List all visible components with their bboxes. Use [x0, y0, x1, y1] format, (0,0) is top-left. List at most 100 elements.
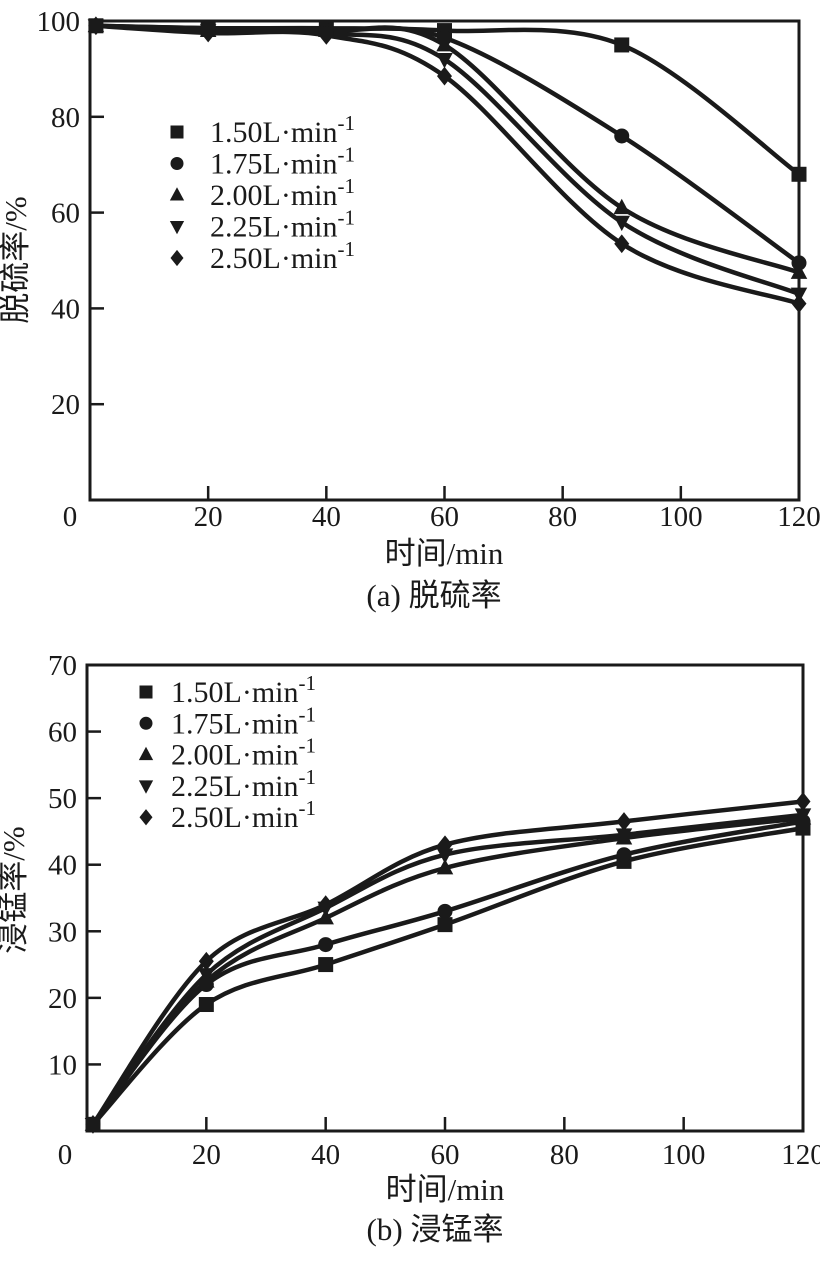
marker-triangle-down: [198, 968, 215, 984]
y-tick-label: 80: [51, 102, 80, 134]
y-tick-label: 40: [48, 850, 77, 882]
x-tick-label: 20: [194, 501, 223, 533]
legend-label: 2.50L·min-1: [171, 796, 316, 834]
marker-square: [791, 166, 807, 182]
x-tick-label: 60: [430, 501, 459, 533]
legend-label: 2.50L·min-1: [210, 237, 355, 275]
legend-label: 1.50L·min-1: [171, 671, 316, 709]
marker-diamond: [88, 16, 104, 36]
legend-label: 1.75L·min-1: [171, 702, 316, 740]
marker-triangle-up: [436, 35, 453, 52]
legend: 1.50L·min-11.75L·min-12.00L·min-12.25L·m…: [169, 111, 355, 275]
y-tick-label: 70: [48, 650, 77, 682]
marker-triangle-down: [436, 52, 453, 69]
marker-circle: [170, 157, 184, 170]
marker-circle: [614, 128, 630, 144]
chart-a-plot-area: 20 40 60 80 100 120 0 20 40 60 80 100 1.50L·min-11.7…: [37, 6, 820, 533]
legend-label: 2.25L·min-1: [210, 206, 355, 244]
y-tick-label: 20: [48, 983, 77, 1015]
origin-tick-label: 0: [58, 1139, 73, 1171]
marker-circle: [139, 716, 153, 730]
series-markers-4: [85, 792, 811, 1134]
marker-circle: [437, 903, 453, 919]
chart-a-caption: (a) 脱硫率: [366, 578, 501, 613]
marker-square: [170, 125, 184, 139]
series-curve-0: [90, 825, 806, 1127]
figure-panel-a: 20 40 60 80 100 120 0 20 40 60 80 100 1.50L·min-1 1.7…: [0, 0, 820, 635]
chart-b-xaxis-title: 时间/min: [386, 1172, 505, 1207]
y-tick-label: 30: [48, 916, 77, 948]
marker-square: [198, 997, 214, 1013]
x-tick-label: 80: [550, 1139, 579, 1171]
chart-b-manganese-leaching-rate: 20 40 60 80 100 120 0 10 20 30 40 50 60 70 1.50L·min-1…: [0, 650, 820, 1247]
marker-triangle-up: [613, 198, 630, 215]
x-tick-label: 60: [431, 1139, 460, 1171]
series-curve-3: [90, 812, 806, 1127]
marker-triangle-down: [169, 220, 185, 235]
legend-label: 2.25L·min-1: [171, 765, 316, 803]
marker-triangle-down: [138, 780, 154, 794]
series-curve-4: [90, 799, 806, 1127]
y-tick-label: 10: [48, 1049, 77, 1081]
marker-diamond: [318, 895, 334, 915]
series-curve-2: [90, 815, 806, 1127]
marker-triangle-down: [794, 808, 812, 824]
x-tick-label: 40: [312, 501, 341, 533]
marker-triangle-down: [613, 215, 630, 232]
y-tick-label: 20: [51, 389, 80, 421]
chart-a-xaxis-title: 时间/min: [385, 536, 504, 571]
marker-diamond: [437, 66, 452, 86]
chart-b-yaxis-title: 浸锰率/%: [0, 826, 31, 953]
marker-circle: [791, 255, 807, 271]
legend: 1.50L·min-11.75L·min-12.00L·min-12.25L·m…: [138, 671, 316, 834]
y-tick-label: 40: [51, 293, 80, 325]
series-markers-4: [88, 16, 807, 313]
chart-b-caption: (b) 浸锰率: [367, 1212, 504, 1247]
legend-label: 2.00L·min-1: [171, 734, 316, 772]
x-tick-label: 100: [659, 501, 703, 533]
marker-diamond: [437, 835, 453, 855]
legend-label: 1.50L·min-1: [210, 111, 355, 149]
y-tick-label: 60: [51, 198, 80, 230]
marker-triangle-up: [169, 187, 185, 201]
marker-square: [139, 685, 153, 699]
marker-diamond: [791, 294, 807, 313]
y-tick-label: 100: [37, 6, 81, 38]
marker-diamond: [139, 809, 153, 826]
marker-circle: [616, 847, 632, 863]
marker-triangle-up: [138, 746, 154, 761]
legend-label: 2.00L·min-1: [210, 174, 355, 212]
marker-triangle-down: [615, 828, 633, 844]
x-tick-label: 120: [781, 1139, 820, 1171]
series-curve-4: [93, 23, 802, 306]
marker-diamond: [200, 23, 216, 43]
marker-diamond: [616, 812, 632, 831]
chart-a-yaxis-title: 脱硫率/%: [0, 196, 33, 323]
x-tick-label: 120: [777, 501, 820, 533]
chart-a-desulfurization-rate: 20 40 60 80 100 120 0 20 40 60 80 100 1.50L·min-11.7…: [0, 6, 820, 613]
marker-circle: [318, 937, 334, 953]
x-tick-label: 20: [192, 1139, 221, 1171]
marker-square: [614, 37, 630, 53]
chart-b-plot-area: 20 40 60 80 100 120 0 10 20 30 40 50 60 70 1.50L·min-1…: [48, 650, 820, 1171]
marker-diamond: [85, 1114, 101, 1134]
marker-diamond: [170, 249, 184, 267]
x-tick-label: 40: [311, 1139, 340, 1171]
marker-triangle-down: [436, 848, 454, 864]
marker-triangle-up: [790, 263, 808, 279]
marker-diamond: [318, 25, 334, 45]
marker-diamond: [198, 951, 214, 971]
plot-border: [88, 19, 801, 502]
x-tick-label: 100: [662, 1139, 706, 1171]
marker-square: [437, 917, 453, 933]
y-tick-label: 50: [48, 783, 77, 815]
marker-diamond: [614, 234, 630, 254]
legend-label: 1.75L·min-1: [210, 143, 355, 181]
series-curve-3: [93, 23, 802, 297]
y-tick-label: 60: [48, 717, 77, 749]
x-tick-label: 80: [548, 501, 577, 533]
origin-tick-label: 0: [63, 501, 78, 533]
marker-square: [318, 957, 334, 973]
marker-triangle-up: [436, 859, 454, 875]
